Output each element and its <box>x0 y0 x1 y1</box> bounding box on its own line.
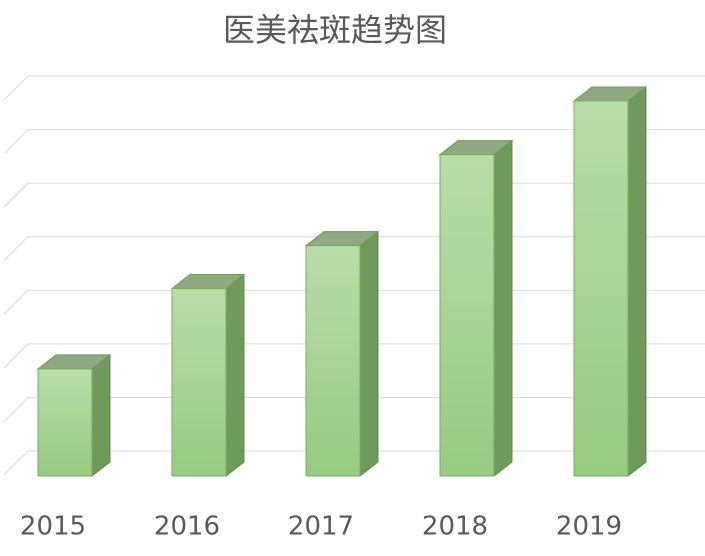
bar-side <box>627 85 647 478</box>
grid-line <box>3 397 29 422</box>
x-tick-label: 2018 <box>422 512 488 542</box>
chart-title: 医美祛斑趋势图 <box>223 11 447 49</box>
grid-line <box>3 129 29 154</box>
bar <box>36 353 112 478</box>
bar-front <box>37 368 93 477</box>
bar <box>438 139 514 478</box>
grid-line <box>3 182 29 208</box>
grid-line <box>3 450 29 476</box>
x-tick-label: 2015 <box>20 512 86 542</box>
grid-line <box>3 75 29 101</box>
bar <box>304 230 380 478</box>
bar-side <box>493 139 513 478</box>
grid-line <box>3 289 29 315</box>
x-tick-label: 2016 <box>154 512 220 542</box>
bar-front <box>439 154 495 477</box>
bar-front <box>573 100 629 477</box>
bar-side <box>225 273 245 478</box>
bar <box>572 85 648 478</box>
bar-side <box>91 353 111 478</box>
bar-side <box>359 230 379 478</box>
bar-front <box>171 288 227 477</box>
grid-line <box>3 236 29 262</box>
x-tick-label: 2017 <box>288 512 354 542</box>
bar-front <box>305 245 361 477</box>
x-tick-label: 2019 <box>556 512 622 542</box>
grid-line <box>3 343 29 369</box>
bar <box>170 273 246 478</box>
